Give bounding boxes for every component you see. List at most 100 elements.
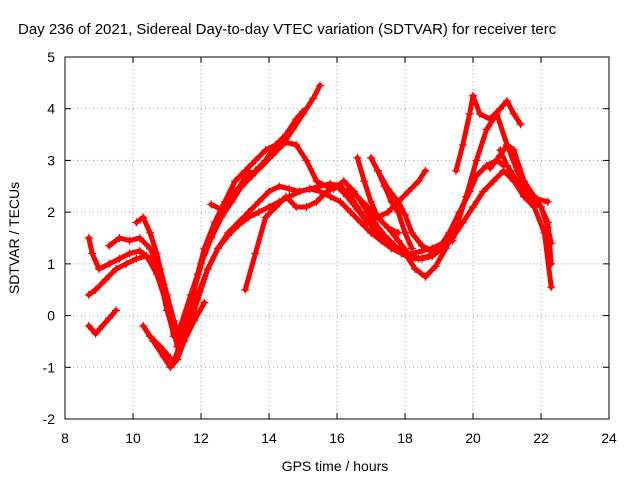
y-tick-label: 1 [47, 256, 55, 272]
data-point [299, 107, 307, 116]
data-point [326, 179, 335, 188]
data-point [265, 187, 273, 196]
data-point [292, 140, 301, 149]
data-point [282, 138, 290, 147]
data-point [203, 265, 212, 274]
data-point [367, 228, 375, 237]
data-point [418, 241, 426, 250]
data-point [227, 197, 236, 206]
data-point [261, 213, 270, 222]
data-point [496, 104, 505, 113]
series-line [354, 155, 401, 236]
data-point [373, 166, 382, 175]
data-point [207, 200, 216, 209]
data-point [367, 153, 375, 162]
data-point [139, 213, 148, 222]
data-point [428, 246, 437, 255]
data-point [489, 177, 498, 186]
series-arc-10 [353, 153, 403, 237]
data-point [125, 249, 134, 258]
data-point [105, 259, 114, 268]
data-point [275, 182, 284, 191]
data-point [452, 223, 460, 232]
data-point [271, 140, 280, 149]
data-point [458, 140, 467, 149]
data-point [309, 94, 318, 103]
data-point [513, 177, 522, 186]
data-point [336, 197, 345, 206]
chart-title: Day 236 of 2021, Sidereal Day-to-day VTE… [18, 21, 557, 38]
data-point [339, 177, 348, 186]
data-point [401, 228, 409, 237]
series-arc-12 [373, 166, 437, 255]
data-point [251, 156, 260, 165]
data-point [509, 109, 518, 118]
data-point [254, 197, 263, 206]
data-point [88, 249, 97, 258]
data-point [112, 265, 120, 274]
x-tick-label: 8 [61, 430, 69, 446]
data-point [166, 311, 175, 320]
data-point [200, 298, 209, 307]
x-tick-label: 16 [329, 430, 345, 446]
data-point [384, 223, 392, 232]
data-point [295, 187, 304, 196]
data-point [265, 202, 273, 211]
data-point [122, 259, 131, 268]
series-line [331, 111, 551, 280]
data-point [316, 182, 324, 191]
data-point [95, 265, 103, 274]
data-point [282, 130, 290, 139]
data-point [91, 329, 100, 338]
data-point [166, 363, 175, 372]
data-point [135, 246, 144, 255]
y-tick-label: 4 [47, 101, 55, 117]
data-point [285, 184, 294, 193]
series-arc-13 [452, 91, 525, 175]
data-point [231, 177, 239, 186]
data-point [101, 275, 110, 284]
data-point [441, 244, 450, 253]
data-point [105, 314, 114, 323]
data-point [217, 205, 226, 214]
data-point [135, 234, 144, 242]
data-point [84, 290, 93, 299]
data-point [479, 187, 488, 196]
data-point [520, 177, 528, 186]
data-point [282, 192, 290, 201]
data-point [394, 197, 403, 206]
data-point [431, 262, 440, 271]
data-point [503, 140, 511, 149]
data-point [407, 228, 416, 237]
series-line [497, 147, 554, 267]
data-point [139, 321, 148, 330]
data-point [414, 177, 423, 186]
data-point [91, 285, 100, 294]
data-point [360, 202, 369, 211]
x-tick-label: 22 [533, 430, 549, 446]
data-point [271, 202, 280, 211]
data-point [421, 166, 430, 175]
data-point [115, 254, 124, 263]
y-tick-label: 5 [47, 49, 55, 65]
series-arc-7 [84, 306, 120, 338]
data-point [509, 146, 518, 155]
data-point [482, 125, 491, 134]
data-point [363, 218, 372, 227]
data-point [350, 187, 358, 196]
data-point [234, 221, 243, 230]
data-point [472, 156, 481, 165]
data-point [244, 213, 253, 222]
data-point [224, 231, 233, 240]
data-point [418, 254, 426, 263]
data-point [465, 109, 474, 118]
y-tick-label: 3 [47, 152, 55, 168]
data-point [312, 177, 321, 186]
data-point [159, 280, 168, 289]
data-point [343, 192, 352, 201]
data-point [353, 153, 362, 162]
data-point [394, 236, 403, 245]
data-point [84, 321, 93, 330]
series-line [86, 82, 323, 337]
